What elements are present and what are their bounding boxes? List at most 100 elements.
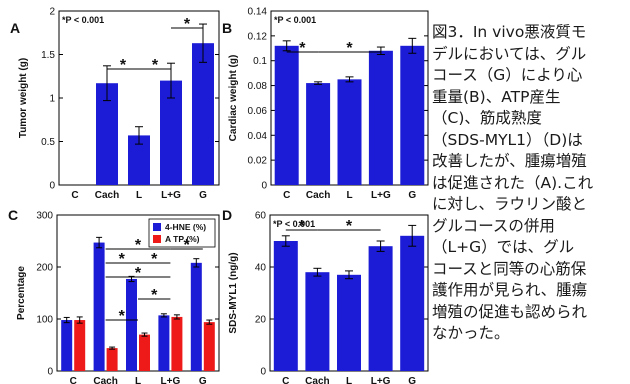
- y-tick-label: 0: [47, 367, 53, 378]
- caption-line: グルコースの併用: [432, 216, 555, 235]
- y-tick-label: 60: [255, 211, 267, 222]
- y-tick-label: 0.1: [253, 56, 267, 67]
- bar: [160, 80, 182, 185]
- y-tick-label: 40: [255, 263, 267, 274]
- y-tick-label: 0.06: [248, 106, 268, 117]
- bar: [106, 348, 118, 371]
- panel-letter: D: [222, 207, 232, 223]
- caption-line: 図3．In vivo悪液質モ: [432, 23, 587, 41]
- bar: [171, 316, 183, 371]
- significance-star: *: [346, 40, 353, 57]
- bar: [368, 246, 393, 371]
- bar: [400, 45, 425, 185]
- caption-line: デルにおいては、グル: [432, 44, 587, 63]
- caption-line: コースと同等の心筋保: [432, 259, 587, 278]
- x-tick-label: Cach: [306, 190, 330, 201]
- x-tick-label: C: [71, 190, 78, 201]
- y-tick-label: 200: [36, 263, 53, 274]
- significance-note: *P < 0.001: [274, 15, 316, 25]
- legend-label: A TP (%): [165, 234, 200, 244]
- y-tick-label: 0: [261, 181, 267, 192]
- y-tick-label: 0.5: [41, 137, 55, 148]
- y-tick-label: 0.02: [248, 156, 268, 167]
- significance-note: *P < 0.001: [62, 15, 104, 25]
- legend-swatch: [153, 235, 161, 243]
- y-axis-label: Tumor weight (g): [18, 58, 29, 138]
- plot-frame: [56, 214, 220, 372]
- significance-star: *: [299, 40, 306, 57]
- caption-line: なかった。: [432, 324, 510, 342]
- significance-star: *: [119, 251, 126, 268]
- y-axis-label: Cardiac weight (g): [228, 55, 239, 142]
- bar: [158, 315, 170, 371]
- bar: [96, 83, 118, 185]
- bar: [192, 43, 214, 185]
- x-tick-label: L+G: [371, 190, 391, 201]
- x-tick-label: L: [346, 190, 352, 201]
- x-tick-label: Cach: [305, 376, 329, 384]
- x-tick-label: L: [135, 376, 141, 384]
- significance-star: *: [183, 237, 190, 254]
- significance-star: *: [135, 265, 142, 282]
- significance-star: *: [151, 287, 158, 304]
- x-tick-label: G: [199, 376, 207, 384]
- bar: [74, 320, 86, 371]
- bar: [305, 272, 330, 371]
- y-tick-label: 1: [49, 94, 55, 105]
- bar: [306, 83, 331, 185]
- caption-line: 増殖の促進も認められ: [432, 302, 588, 321]
- caption-line: 改善したが、腫瘍増殖: [432, 152, 587, 170]
- x-tick-label: Cach: [95, 190, 119, 201]
- caption-line: は促進された（A).これ: [432, 173, 594, 192]
- bar: [203, 322, 215, 371]
- caption-line: （C)、筋成熟度: [432, 109, 542, 127]
- bar: [139, 334, 150, 371]
- y-tick-label: 0.14: [248, 7, 268, 18]
- x-tick-label: G: [408, 376, 416, 384]
- significance-star: *: [135, 237, 142, 254]
- y-tick-label: 0.12: [248, 31, 268, 42]
- panel-b-chart: 0 0.02 0.04 0.06 0.08 0.1 0.12 0.14 Cardiac weig…: [228, 7, 429, 201]
- bar: [273, 241, 298, 371]
- y-axis-label: Percentage: [16, 266, 27, 320]
- panel-letter: A: [10, 20, 20, 36]
- x-tick-label: C: [283, 190, 290, 201]
- legend-swatch: [153, 223, 161, 231]
- panel-d-chart: 0 20 40 60 SDS-MYL1 (ng/g) C Cach L L+G G *P < 0.0…: [228, 211, 429, 384]
- x-tick-label: C: [282, 376, 289, 384]
- x-tick-label: L+G: [161, 190, 181, 201]
- legend-label: 4-HNE (%): [165, 222, 206, 232]
- caption-line: コース（G）により心: [432, 66, 583, 84]
- y-tick-label: 0: [49, 181, 55, 192]
- x-tick-label: C: [70, 376, 77, 384]
- y-axis-label: SDS-MYL1 (ng/g): [228, 252, 239, 333]
- y-tick-label: 0: [260, 367, 266, 378]
- x-tick-label: Cach: [93, 376, 117, 384]
- significance-star: *: [152, 57, 159, 74]
- x-tick-label: L+G: [371, 376, 391, 384]
- caption-line: 重量(B)、ATP産生: [432, 87, 561, 106]
- y-tick-label: 20: [255, 315, 267, 326]
- caption-line: （SDS-MYL1）（D)は: [432, 130, 583, 149]
- x-tick-label: L+G: [161, 376, 181, 384]
- caption-line: （L+G）では、グル: [432, 238, 575, 256]
- panel-letter: B: [222, 20, 232, 36]
- panel-c-chart: 0 100 200 300 Percentage C Cach L L+G G 4-HNE (%) A…: [16, 211, 220, 384]
- significance-star: *: [346, 218, 353, 235]
- bar: [274, 45, 299, 185]
- bar: [400, 235, 425, 371]
- significance-star: *: [151, 251, 158, 268]
- caption-line: 護作用が見られ、腫瘍: [432, 281, 588, 299]
- significance-star: *: [184, 16, 191, 33]
- x-tick-label: L: [346, 376, 352, 384]
- panel-a-chart: 0 0.5 1 1.5 2 Tumor weight (g) C Cach L L+G G *P < …: [18, 7, 220, 201]
- y-tick-label: 2: [49, 7, 55, 18]
- y-tick-label: 0.04: [248, 131, 268, 142]
- y-tick-label: 300: [36, 211, 53, 222]
- bar: [61, 320, 73, 371]
- x-tick-label: G: [408, 190, 416, 201]
- panel-letter: C: [8, 207, 18, 223]
- y-tick-label: 100: [36, 315, 53, 326]
- figure-caption: 図3．In vivo悪液質モ デルにおいては、グル コース（G）により心 重量(B)、…: [432, 22, 628, 345]
